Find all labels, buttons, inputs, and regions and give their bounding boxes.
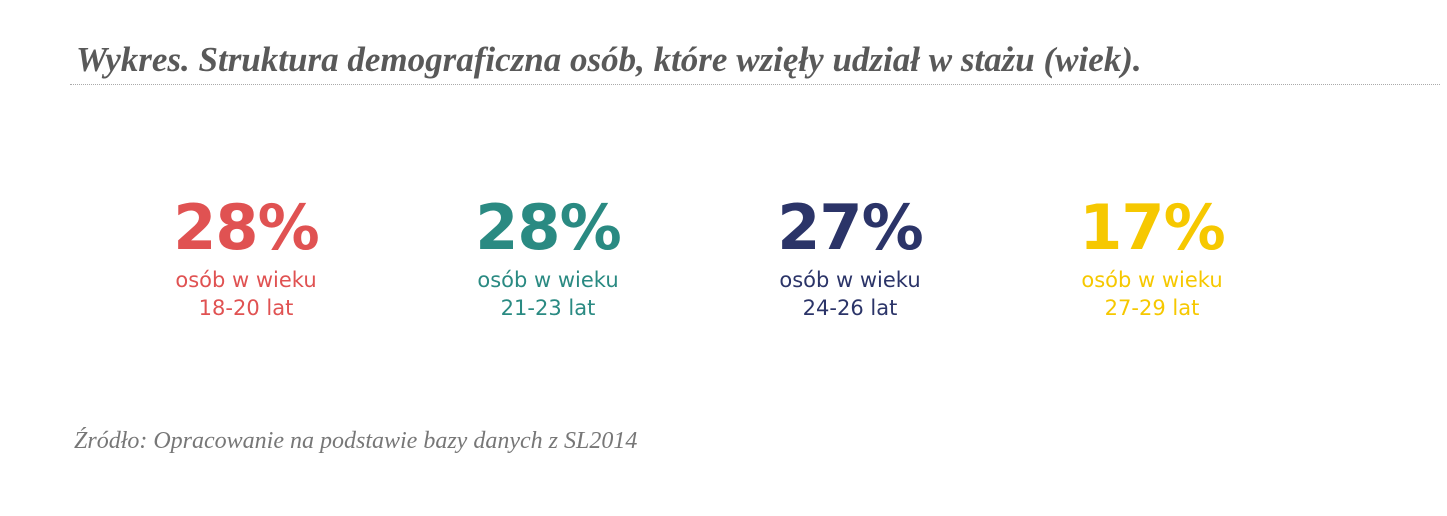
stat-value: 27%	[777, 191, 923, 264]
stat-value: 28%	[173, 191, 319, 264]
divider	[70, 84, 1440, 85]
stat-range: 21-23 lat	[500, 296, 596, 320]
stat-range: 27-29 lat	[1104, 296, 1200, 320]
stat-label: osób w wieku	[175, 268, 317, 292]
stat-item: 28% osób w wieku 21-23 lat	[408, 190, 688, 322]
stat-label: osób w wieku	[779, 268, 921, 292]
stat-label: osób w wieku	[1081, 268, 1223, 292]
stat-value: 17%	[1079, 191, 1225, 264]
source: Źródło: Opracowanie na podstawie bazy da…	[74, 428, 638, 454]
stat-label: osób w wieku	[477, 268, 619, 292]
stat-range: 24-26 lat	[802, 296, 898, 320]
stat-item: 28% osób w wieku 18-20 lat	[106, 190, 386, 322]
title: Wykres. Struktura demograficzna osób, kt…	[76, 40, 1142, 79]
stat-range: 18-20 lat	[198, 296, 294, 320]
stat-item: 17% osób w wieku 27-29 lat	[1012, 190, 1292, 322]
stat-item: 27% osób w wieku 24-26 lat	[710, 190, 990, 322]
stat-value: 28%	[475, 191, 621, 264]
